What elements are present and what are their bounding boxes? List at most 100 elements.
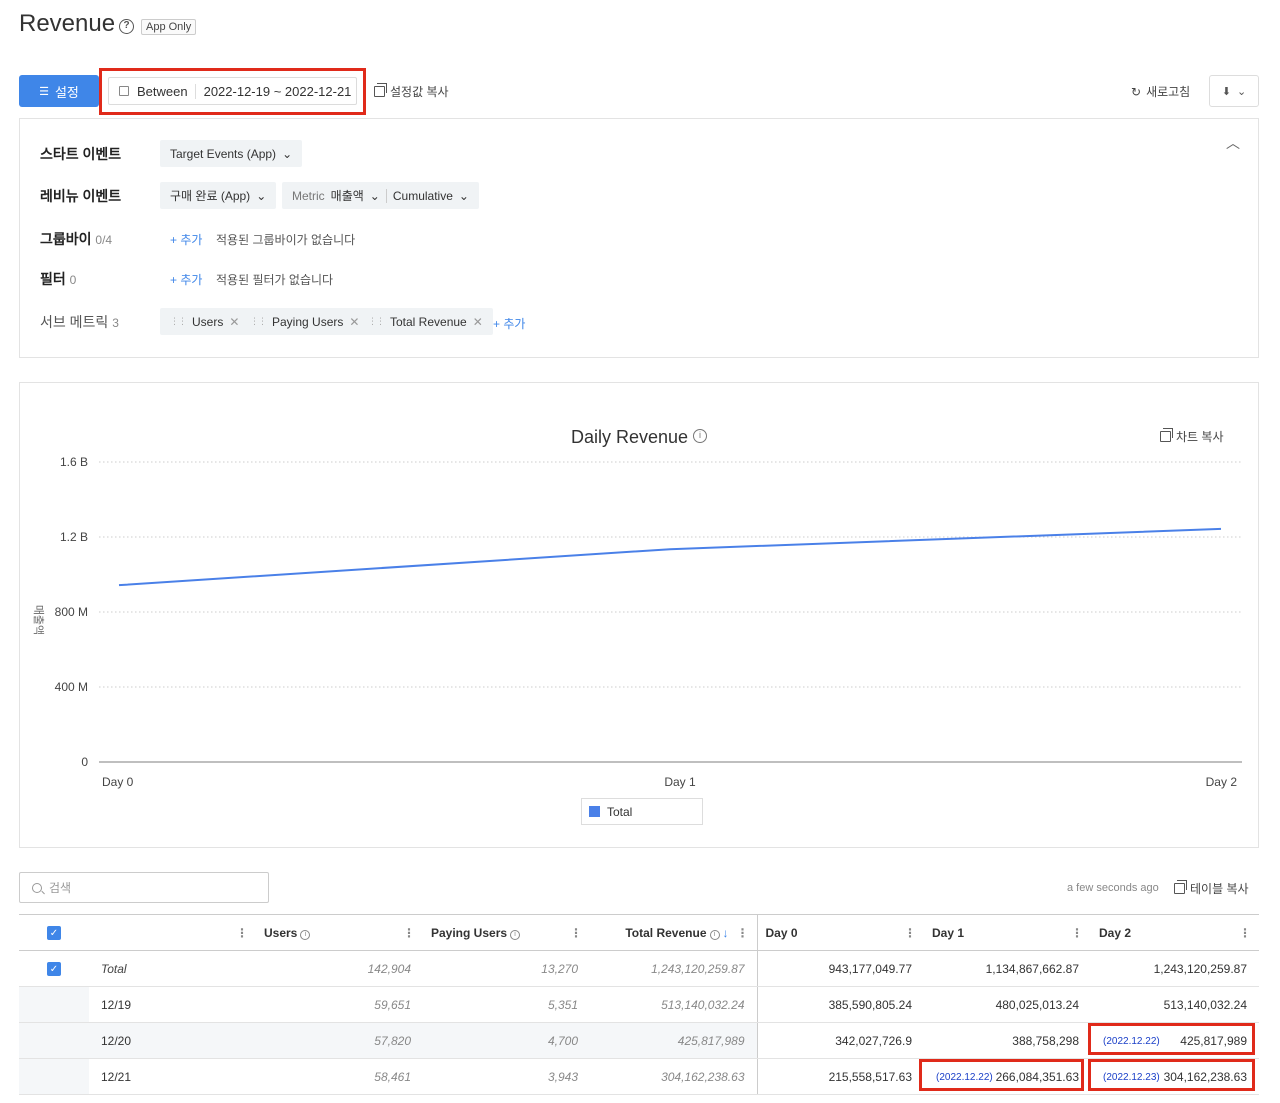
- chevron-up-icon[interactable]: ︿: [1226, 135, 1240, 151]
- column-menu-icon[interactable]: ⋮: [236, 925, 248, 940]
- column-menu-icon[interactable]: ⋮: [904, 925, 916, 940]
- y-tick-label: 0: [81, 755, 88, 769]
- drag-handle-icon[interactable]: ⋮⋮: [368, 316, 385, 326]
- sub-metric-chip-paying-users[interactable]: ⋮⋮ Paying Users ✕: [240, 308, 370, 335]
- users-column-header[interactable]: Users i ⋮: [256, 914, 423, 951]
- app-only-badge: App Only: [141, 19, 197, 35]
- column-menu-icon[interactable]: ⋮: [403, 925, 415, 940]
- group-column-header: ⋮: [89, 914, 256, 951]
- select-all-checkbox[interactable]: ✓: [47, 926, 61, 941]
- close-icon[interactable]: ✕: [472, 314, 483, 329]
- metric-value: 매출액: [330, 189, 364, 203]
- cohort-date-note: (2022.12.22): [936, 1071, 993, 1083]
- groupby-empty-text: 적용된 그룹바이가 없습니다: [216, 233, 356, 247]
- total-revenue-cell: 513,140,032.24: [590, 986, 757, 1023]
- search-input[interactable]: 검색: [19, 872, 269, 903]
- row-label: 12/21: [89, 1058, 256, 1095]
- day2-value: 425,817,989: [1180, 1033, 1247, 1048]
- cohort-date-note: (2022.12.22): [1103, 1035, 1160, 1047]
- paying-users-cell: 5,351: [423, 986, 590, 1023]
- sub-metric-add-link[interactable]: + 추가: [493, 317, 526, 331]
- copy-icon: [374, 83, 387, 97]
- close-icon[interactable]: ✕: [349, 314, 360, 329]
- revenue-event-select[interactable]: 구매 완료 (App) ⌄: [160, 182, 277, 209]
- calendar-icon: [119, 86, 129, 96]
- paying-users-column-header[interactable]: Paying Users i ⋮: [423, 914, 590, 951]
- total-revenue-cell: 425,817,989: [590, 1022, 757, 1059]
- chevron-down-icon: ⌄: [369, 188, 380, 203]
- column-menu-icon[interactable]: ⋮: [1239, 925, 1251, 940]
- sub-metric-chip-label: Users: [192, 314, 224, 329]
- chart-copy-button[interactable]: 차트 복사: [1160, 428, 1224, 445]
- day1-cell: 480,025,013.24: [924, 986, 1091, 1023]
- table-row-total: ✓ Total 142,904 13,270 1,243,120,259.87 …: [19, 950, 1259, 987]
- metric-label: Metric: [292, 188, 325, 203]
- x-tick-label: Day 0: [102, 775, 134, 789]
- groupby-add-link[interactable]: + 추가: [170, 233, 203, 247]
- revenue-table: ✓ ⋮ Users i ⋮ Paying Users i ⋮ Total Revenue…: [19, 914, 1259, 1095]
- chart-legend[interactable]: Total: [581, 798, 703, 825]
- drag-handle-icon[interactable]: ⋮⋮: [250, 316, 267, 326]
- day1-column-header[interactable]: Day 1 ⋮: [924, 914, 1091, 951]
- column-menu-icon[interactable]: ⋮: [1071, 925, 1083, 940]
- copy-settings-button[interactable]: 설정값 복사: [374, 83, 449, 100]
- column-menu-icon[interactable]: ⋮: [570, 925, 582, 940]
- close-icon[interactable]: ✕: [229, 314, 240, 329]
- row-checkbox[interactable]: ✓: [47, 962, 61, 977]
- row-checkbox-cell: [19, 1022, 89, 1059]
- sub-metric-chip-users[interactable]: ⋮⋮ Users ✕: [160, 308, 250, 335]
- date-mode: Between: [137, 83, 196, 99]
- date-range-picker[interactable]: Between 2022-12-19 ~ 2022-12-21: [108, 77, 357, 105]
- users-cell: 58,461: [256, 1058, 423, 1095]
- table-copy-button[interactable]: 테이블 복사: [1174, 880, 1249, 897]
- row-label: 12/19: [89, 986, 256, 1023]
- sliders-icon: ☰: [39, 85, 49, 98]
- sub-metric-chip-total-revenue[interactable]: ⋮⋮ Total Revenue ✕: [358, 308, 493, 335]
- start-event-label: 스타트 이벤트: [40, 146, 122, 162]
- sort-desc-icon[interactable]: ↓: [722, 925, 729, 940]
- start-event-select[interactable]: Target Events (App) ⌄: [160, 140, 303, 167]
- row-label: Total: [89, 950, 256, 987]
- paying-users-cell: 13,270: [423, 950, 590, 987]
- y-tick-label: 1.6 B: [60, 455, 88, 469]
- download-button[interactable]: ⬇ ⌄: [1209, 75, 1259, 107]
- users-cell: 59,651: [256, 986, 423, 1023]
- mode-value: Cumulative: [392, 188, 453, 203]
- groupby-count: 0/4: [95, 233, 113, 247]
- drag-handle-icon[interactable]: ⋮⋮: [170, 316, 187, 326]
- filter-count: 0: [69, 273, 77, 287]
- day0-column-header[interactable]: Day 0 ⋮: [756, 914, 924, 951]
- row-checkbox-cell: [19, 986, 89, 1023]
- y-tick-label: 400 M: [55, 680, 88, 694]
- total-revenue-cell: 304,162,238.63: [590, 1058, 757, 1095]
- x-tick-label: Day 1: [664, 775, 696, 789]
- sub-metric-chip-label: Total Revenue: [390, 314, 467, 329]
- filter-add-link[interactable]: + 추가: [170, 273, 203, 287]
- search-placeholder: 검색: [49, 881, 72, 895]
- table-row: 12/21 58,461 3,943 304,162,238.63 215,55…: [19, 1058, 1259, 1095]
- day0-cell: 342,027,726.9: [756, 1022, 924, 1059]
- settings-button-label: 설정: [54, 84, 79, 100]
- refresh-button[interactable]: ↻ 새로고침: [1131, 83, 1190, 100]
- copy-settings-label: 설정값 복사: [390, 85, 449, 99]
- groupby-label: 그룹바이 0/4: [40, 231, 113, 247]
- table-copy-label: 테이블 복사: [1190, 882, 1249, 896]
- row-checkbox-cell: ✓: [19, 950, 89, 987]
- updated-timestamp: a few seconds ago: [1067, 882, 1159, 894]
- day1-value: 266,084,351.63: [995, 1069, 1079, 1084]
- settings-button[interactable]: ☰ 설정: [19, 75, 99, 107]
- day2-cell: 1,243,120,259.87: [1091, 950, 1259, 987]
- chart-title: Daily Revenue: [571, 427, 689, 447]
- day1-cell: 388,758,298: [924, 1022, 1091, 1059]
- sub-metric-count: 3: [112, 316, 119, 330]
- total-revenue-column-header[interactable]: Total Revenue i ↓ ⋮: [590, 914, 757, 951]
- help-icon[interactable]: ?: [119, 19, 134, 34]
- chevron-down-icon: ⌄: [256, 188, 267, 203]
- row-checkbox-cell: [19, 1058, 89, 1095]
- info-icon[interactable]: i: [693, 429, 707, 443]
- sub-metric-label: 서브 메트릭 3: [40, 314, 119, 330]
- metric-select[interactable]: Metric 매출액 ⌄ Cumulative ⌄: [282, 182, 479, 209]
- day2-column-header[interactable]: Day 2 ⋮: [1091, 914, 1259, 951]
- chevron-down-icon: ⌄: [1237, 85, 1247, 98]
- column-menu-icon[interactable]: ⋮: [736, 925, 749, 940]
